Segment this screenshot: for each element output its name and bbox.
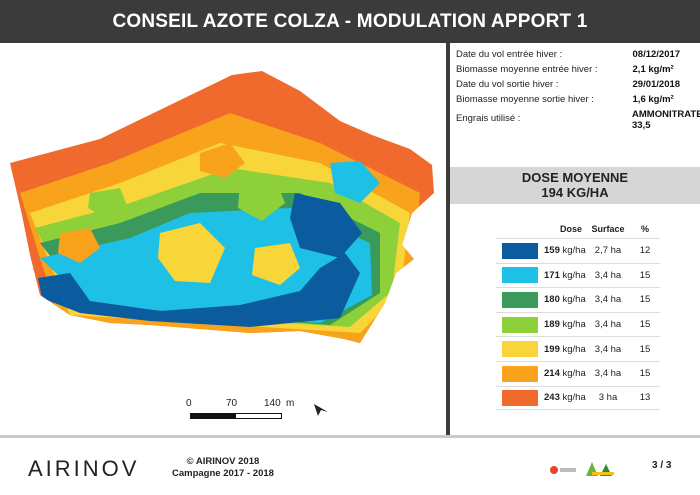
legend-surface: 3,4 ha — [594, 294, 622, 306]
legend-percent: 15 — [639, 368, 651, 380]
legend-header-dose: Dose — [560, 224, 583, 234]
legend-dose-value: 243 — [544, 392, 560, 404]
airinov-logo: AIRINOV — [28, 456, 140, 481]
legend-dose: 199 kg/ha — [544, 344, 586, 355]
page-footer: AIRINOV © AIRINOV 2018 Campagne 2017 - 2… — [0, 438, 700, 495]
legend-dose-unit: kg/ha — [562, 269, 586, 281]
info-value: 29/01/2018 — [632, 79, 681, 90]
legend-dose-unit: kg/ha — [562, 392, 586, 404]
legend-color-swatch — [502, 389, 538, 406]
info-label: Biomasse moyenne entrée hiver : — [456, 64, 598, 75]
info-label: Engrais utilisé : — [456, 113, 521, 124]
legend-dose-unit: kg/ha — [562, 245, 586, 257]
scale-graphic — [190, 413, 282, 419]
copyright-block: © AIRINOV 2018 Campagne 2017 - 2018 — [172, 456, 274, 480]
legend-percent: 15 — [639, 269, 651, 281]
legend-dose-unit: kg/ha — [562, 294, 586, 306]
legend-header-surface: Surface — [591, 224, 625, 234]
legend-surface: 3 ha — [598, 392, 618, 404]
page-number: 3 / 3 — [652, 460, 672, 471]
legend-percent: 13 — [639, 392, 651, 404]
page-title: CONSEIL AZOTE COLZA - MODULATION APPORT … — [112, 10, 588, 32]
page-header: CONSEIL AZOTE COLZA - MODULATION APPORT … — [0, 0, 700, 43]
legend-color-swatch — [502, 267, 538, 284]
legend-row: 214 kg/ha 3,4 ha 15 — [496, 360, 660, 386]
legend-rows: 159 kg/ha 2,7 ha 12 171 kg/ha 3,4 ha 15 180 kg… — [496, 238, 660, 411]
legend-surface: 3,4 ha — [594, 368, 622, 380]
info-label: Date du vol sortie hiver : — [456, 79, 559, 90]
dose-legend-table: Dose Surface % 159 kg/ha 2,7 ha 12 171 kg/h… — [496, 220, 660, 411]
legend-surface: 3,4 ha — [594, 343, 622, 355]
legend-row: 189 kg/ha 3,4 ha 15 — [496, 311, 660, 337]
field-zones — [10, 71, 434, 343]
partner-logos-icon — [550, 462, 614, 476]
legend-color-swatch — [502, 316, 538, 333]
legend-dose-unit: kg/ha — [562, 343, 586, 355]
info-value: AMMONITRATE 33,5 — [632, 109, 700, 131]
modulation-map — [0, 43, 446, 435]
legend-dose-value: 189 — [544, 319, 560, 331]
legend-row: 159 kg/ha 2,7 ha 12 — [496, 238, 660, 263]
legend-percent: 12 — [639, 245, 651, 257]
info-row-exit-date: Date du vol sortie hiver : 29/01/2018 — [456, 79, 694, 91]
legend-row: 199 kg/ha 3,4 ha 15 — [496, 336, 660, 361]
legend-row: 171 kg/ha 3,4 ha 15 — [496, 262, 660, 288]
legend-header-pct: % — [640, 224, 649, 234]
legend-color-swatch — [502, 291, 538, 308]
average-dose-box: DOSE MOYENNE 194 KG/HA — [450, 167, 700, 204]
info-value: 08/12/2017 — [632, 49, 681, 60]
legend-color-swatch — [502, 242, 538, 259]
info-value: 2,1 kg/m² — [632, 64, 674, 75]
info-row-entry-date: Date du vol entrée hiver : 08/12/2017 — [456, 49, 694, 61]
legend-dose: 180 kg/ha — [544, 294, 586, 305]
legend-dose: 159 kg/ha — [544, 245, 586, 256]
scale-tick-140: 140 — [264, 398, 281, 409]
legend-dose: 171 kg/ha — [544, 270, 586, 281]
campaign-text: Campagne 2017 - 2018 — [172, 468, 274, 479]
legend-dose: 214 kg/ha — [544, 368, 586, 379]
vertical-divider — [446, 43, 450, 435]
legend-surface: 2,7 ha — [594, 245, 622, 257]
scale-tick-0: 0 — [186, 398, 192, 409]
legend-header: Dose Surface % — [496, 220, 660, 238]
legend-color-swatch — [502, 365, 538, 382]
legend-dose-unit: kg/ha — [562, 319, 586, 331]
info-row-exit-biomass: Biomasse moyenne sortie hiver : 1,6 kg/m… — [456, 94, 694, 106]
info-label: Biomasse moyenne sortie hiver : — [456, 94, 594, 105]
legend-dose-unit: kg/ha — [562, 368, 586, 380]
flight-info-panel: Date du vol entrée hiver : 08/12/2017 Bi… — [450, 43, 700, 167]
legend-dose-value: 214 — [544, 368, 560, 380]
info-value: 1,6 kg/m² — [632, 94, 674, 105]
legend-percent: 15 — [639, 294, 651, 306]
info-row-fertilizer: Engrais utilisé : AMMONITRATE 33,5 — [456, 109, 700, 131]
legend-surface: 3,4 ha — [594, 269, 622, 281]
scale-segment-dark — [191, 414, 236, 418]
legend-dose: 189 kg/ha — [544, 319, 586, 330]
scale-tick-70: 70 — [226, 398, 238, 409]
average-dose-title: DOSE MOYENNE — [521, 170, 629, 185]
info-row-entry-biomass: Biomasse moyenne entrée hiver : 2,1 kg/m… — [456, 64, 694, 76]
info-label: Date du vol entrée hiver : — [456, 49, 563, 60]
scale-segment-light — [236, 414, 281, 418]
legend-surface: 3,4 ha — [594, 319, 622, 331]
scale-bar: 0 70 140 m — [186, 398, 306, 428]
footer-divider — [0, 435, 700, 438]
legend-dose: 243 kg/ha — [544, 392, 586, 403]
copyright-text: © AIRINOV 2018 — [186, 456, 260, 467]
legend-percent: 15 — [639, 343, 651, 355]
legend-row: 243 kg/ha 3 ha 13 — [496, 385, 660, 411]
legend-row: 180 kg/ha 3,4 ha 15 — [496, 287, 660, 312]
field-map-svg — [10, 71, 434, 343]
legend-dose-value: 171 — [544, 269, 560, 281]
legend-dose-value: 159 — [544, 245, 560, 257]
north-arrow-icon — [314, 404, 328, 416]
legend-dose-value: 180 — [544, 294, 560, 306]
legend-dose-value: 199 — [544, 343, 560, 355]
scale-unit: m — [286, 398, 295, 409]
average-dose-value: 194 KG/HA — [541, 185, 609, 200]
legend-color-swatch — [502, 341, 538, 358]
legend-percent: 15 — [639, 319, 651, 331]
